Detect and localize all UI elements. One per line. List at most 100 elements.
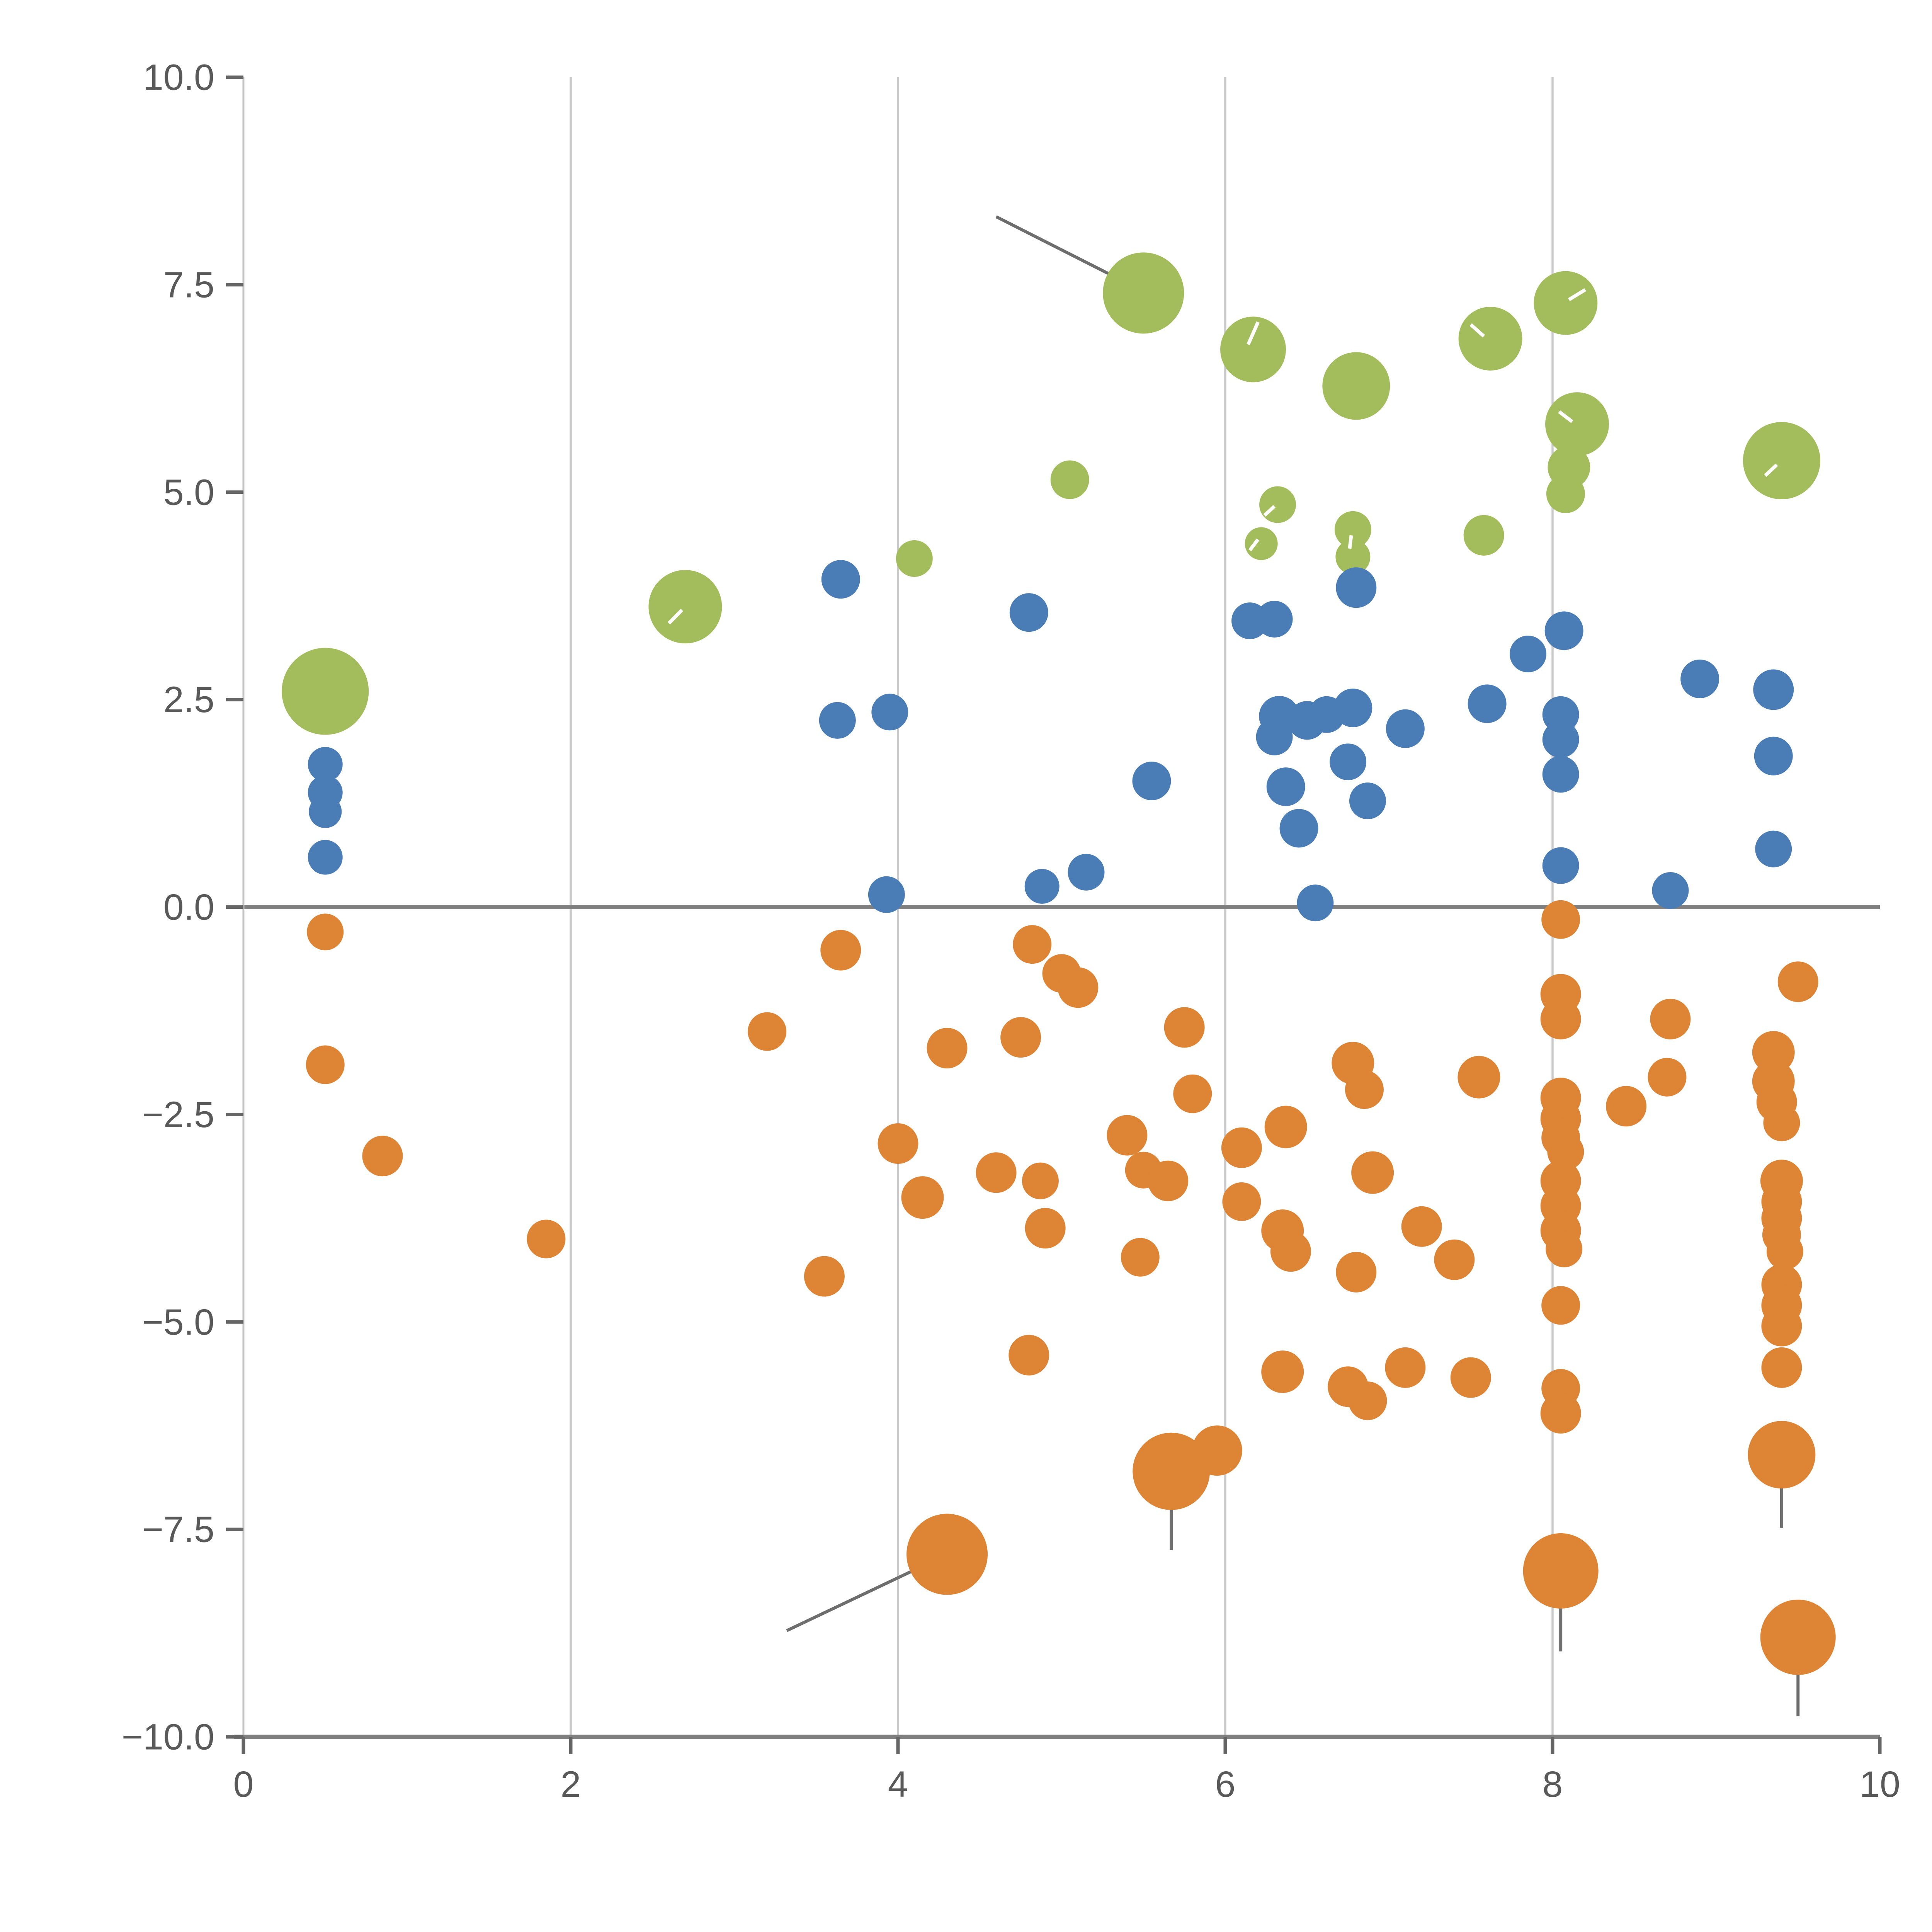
- bubble-blue: [1754, 736, 1793, 776]
- bubble-orange: [1222, 1182, 1261, 1221]
- x-tick-label: 0: [233, 1764, 254, 1805]
- bubble-orange: [1648, 1058, 1687, 1097]
- series-green: [282, 252, 1820, 735]
- bubble-blue: [1330, 743, 1367, 781]
- bubble-orange: [1546, 1230, 1583, 1267]
- bubble-blue: [1266, 767, 1305, 806]
- bubble-blue: [1468, 684, 1507, 723]
- bubble-blue: [308, 840, 343, 875]
- bubble-orange: [1264, 1105, 1307, 1148]
- bubble-blue: [1132, 762, 1171, 801]
- bubble-green: [1546, 474, 1585, 514]
- bubble-blue: [819, 702, 856, 739]
- bubble-green: [1322, 352, 1390, 420]
- bubble-orange: [1221, 1127, 1262, 1168]
- bubble-green: [1463, 515, 1504, 556]
- bubble-orange: [1401, 1206, 1442, 1247]
- bubble-orange: [1261, 1350, 1304, 1393]
- highlight-mark-7: [1248, 538, 1260, 551]
- bubble-blue: [1024, 869, 1060, 904]
- x-tick-label: 10: [1859, 1764, 1900, 1805]
- bubble-orange: [976, 1152, 1017, 1193]
- bubble-orange: [1763, 1104, 1800, 1141]
- bubble-orange: [1777, 961, 1818, 1002]
- bubble-orange: [527, 1219, 566, 1259]
- bubble-blue: [871, 694, 908, 731]
- bubble-blue: [1544, 611, 1583, 650]
- highlight-mark-6: [1263, 505, 1276, 517]
- bubble-blue: [1755, 830, 1792, 867]
- bubble-orange: [1348, 1381, 1387, 1420]
- bubble-blue: [821, 560, 860, 599]
- bubble-orange: [1547, 1133, 1584, 1170]
- bubble-green: [648, 570, 722, 644]
- bubble-orange: [1650, 998, 1691, 1039]
- bubble-green: [896, 540, 933, 577]
- bubble-blue: [1386, 709, 1425, 748]
- bubble-orange: [1336, 1252, 1377, 1293]
- bubble-orange: [927, 1028, 968, 1069]
- bubble-blue: [1256, 718, 1293, 755]
- bubble-blue: [1542, 847, 1579, 884]
- bubble-orange: [1541, 900, 1580, 939]
- bubble-orange: [362, 1136, 403, 1177]
- bubble-orange: [1761, 1306, 1802, 1347]
- bubble-orange: [906, 1514, 988, 1595]
- bubble-green: [1103, 252, 1184, 334]
- bubble-blue: [1068, 854, 1105, 891]
- bubble-blue: [1279, 809, 1318, 848]
- white-marks: [667, 288, 1778, 625]
- highlight-mark-1: [1247, 321, 1260, 345]
- bubble-orange: [1009, 1335, 1049, 1376]
- y-tick-label: −7.5: [142, 1509, 214, 1550]
- bubble-orange: [878, 1123, 918, 1164]
- bubble-orange: [1058, 967, 1099, 1008]
- bubble-orange: [1752, 1031, 1795, 1074]
- bubble-orange: [1748, 1421, 1816, 1489]
- bubble-orange: [1540, 1393, 1581, 1434]
- bubble-orange: [1013, 925, 1052, 964]
- bubble-orange: [1450, 1357, 1491, 1398]
- x-tick-label: 8: [1543, 1764, 1563, 1805]
- y-tick-label: 7.5: [163, 264, 214, 305]
- bubble-blue: [1753, 669, 1794, 710]
- bubble-green: [282, 648, 369, 735]
- bubble-blue: [1542, 721, 1579, 758]
- bubble-green: [1245, 527, 1278, 560]
- bubble-orange: [1434, 1239, 1475, 1280]
- bubble-orange: [1760, 1599, 1836, 1675]
- bubble-blue: [308, 747, 343, 782]
- bubble-orange: [1107, 1115, 1148, 1156]
- bubble-green: [1335, 539, 1371, 575]
- bubble-blue: [1680, 659, 1719, 698]
- bubble-green: [1545, 392, 1609, 456]
- highlight-mark-5: [1764, 463, 1778, 477]
- bubble-orange: [1766, 1233, 1803, 1270]
- x-tick-label: 2: [561, 1764, 581, 1805]
- bubble-orange: [804, 1256, 845, 1297]
- bubble-orange: [1540, 998, 1581, 1039]
- bubble-green: [1050, 460, 1089, 499]
- x-tick-label: 4: [888, 1764, 908, 1805]
- bubble-orange: [1025, 1208, 1066, 1249]
- bubble-green: [1334, 511, 1371, 548]
- bubble-orange: [1148, 1160, 1189, 1201]
- bubble-orange: [307, 913, 344, 951]
- bubble-orange: [1523, 1533, 1599, 1609]
- bubble-orange: [1345, 1070, 1384, 1109]
- highlight-mark-0: [667, 609, 684, 625]
- annotation-lines: [786, 215, 1800, 1716]
- bubble-orange: [1000, 1017, 1041, 1058]
- bubble-orange: [1133, 1432, 1210, 1510]
- bubble-blue: [1333, 689, 1372, 728]
- bubble-green: [1220, 316, 1286, 383]
- bubble-orange: [1270, 1231, 1311, 1272]
- bubble-orange: [1761, 1347, 1802, 1388]
- bubble-orange: [1164, 1007, 1205, 1048]
- bubble-orange: [1022, 1162, 1059, 1199]
- y-tick-label: −10.0: [122, 1717, 214, 1758]
- y-tick-label: 2.5: [163, 679, 214, 720]
- bubble-orange: [306, 1045, 345, 1084]
